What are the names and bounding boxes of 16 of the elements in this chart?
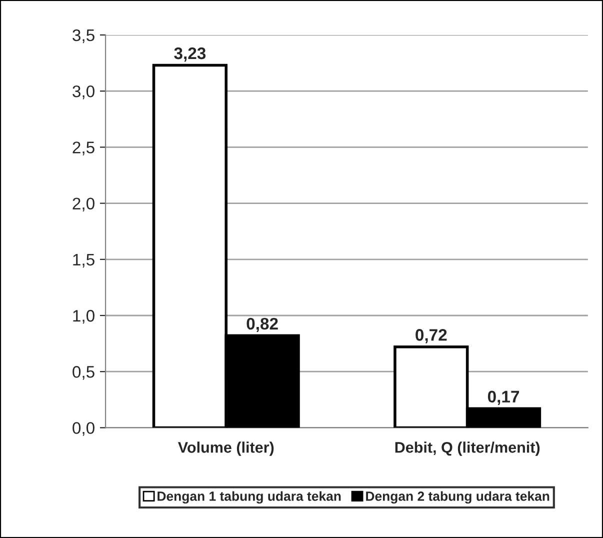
x-tick-label: Volume (liter) (178, 442, 274, 456)
legend-label: Dengan 1 tabung udara tekan (158, 491, 341, 504)
y-tick-label: 1,0 (73, 310, 94, 324)
y-tick-label: 2,0 (72, 198, 94, 212)
x-tick-label: Debit, Q (liter/menit) (395, 442, 540, 456)
y-tick-label: 0,5 (72, 366, 94, 380)
y-tick-label: 3,5 (72, 29, 94, 44)
data-label: 3,23 (174, 47, 206, 62)
y-tick-label: 0,0 (72, 422, 94, 436)
data-label: 0,17 (488, 390, 519, 405)
data-label: 0,82 (246, 318, 278, 332)
data-label: 0,72 (416, 329, 447, 344)
legend-label: Dengan 2 tabung udara tekan (366, 491, 550, 504)
y-tick-label: 1,5 (73, 254, 94, 268)
y-tick-label: 2,5 (72, 142, 94, 156)
y-tick-label: 3,0 (72, 85, 94, 100)
